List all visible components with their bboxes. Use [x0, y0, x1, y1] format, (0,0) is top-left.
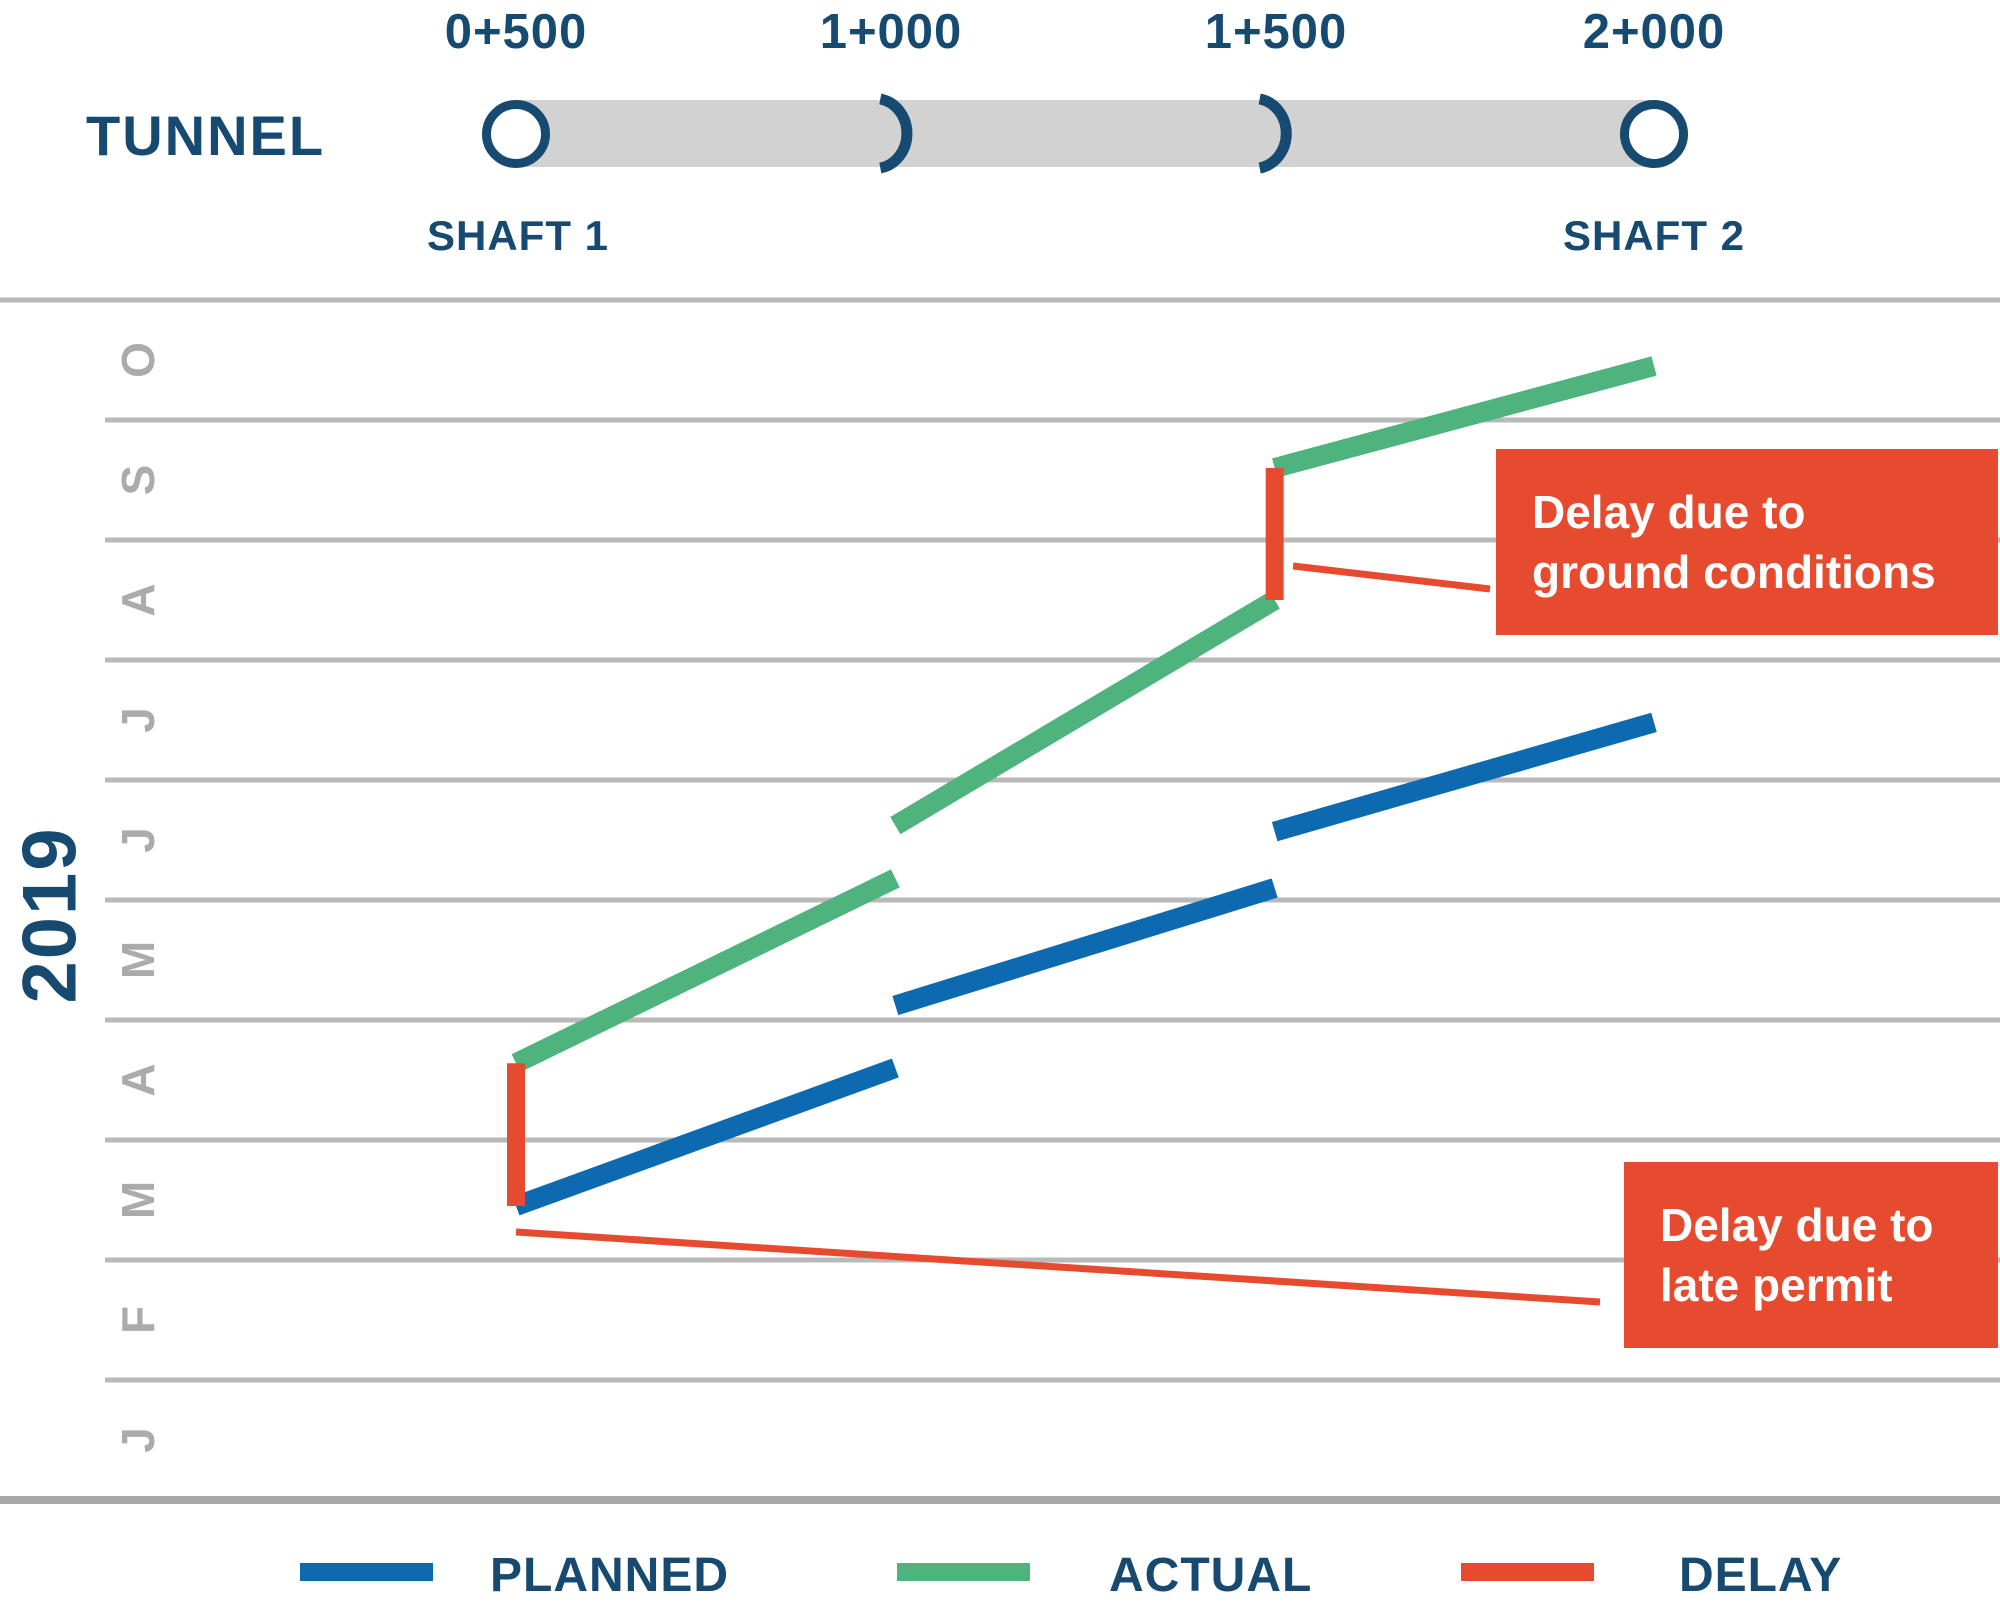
- legend-label-planned: PLANNED: [490, 1549, 730, 1602]
- leader-late-permit: [515, 1228, 1601, 1306]
- legend-label-actual: ACTUAL: [1109, 1549, 1313, 1602]
- callout-line: late permit: [1660, 1259, 1893, 1311]
- month-tick-label: M: [112, 940, 164, 980]
- year-axis-label: 2019: [7, 826, 93, 1004]
- shaft1-circle-icon: [482, 100, 550, 168]
- series-actual: [890, 591, 1280, 835]
- chainage-label-0500: 0+500: [444, 5, 588, 59]
- breakthrough-arc-icon: [1258, 93, 1292, 174]
- legend-label-delay: DELAY: [1679, 1549, 1843, 1602]
- chainage-label-1500: 1+500: [1204, 5, 1348, 59]
- shaft1-label: SHAFT 1: [426, 212, 610, 259]
- month-tick-label: S: [112, 464, 164, 496]
- callout-late-permit: Delay due to late permit: [1624, 1162, 1998, 1348]
- month-tick-label: O: [112, 342, 164, 378]
- callout-line: ground conditions: [1532, 546, 1936, 598]
- shaft2-label: SHAFT 2: [1562, 212, 1746, 259]
- month-tick-label: J: [112, 1427, 164, 1453]
- tunnel-title: TUNNEL: [86, 104, 326, 167]
- legend-swatch-delay: [1461, 1563, 1594, 1581]
- month-tick-label: A: [112, 1063, 164, 1097]
- series-actual: [1272, 356, 1657, 478]
- leader-ground-conditions: [1292, 562, 1491, 593]
- callout-ground-conditions: Delay due to ground conditions: [1496, 449, 1998, 635]
- legend-swatch-planned: [300, 1563, 433, 1581]
- breakthrough-arc-icon: [878, 93, 913, 174]
- month-tick-label: J: [112, 827, 164, 853]
- series-planned: [512, 1058, 899, 1216]
- month-tick-label: J: [112, 707, 164, 733]
- legend-swatch-actual: [897, 1563, 1030, 1581]
- tunnel-bar: [516, 100, 1654, 167]
- month-tick-label: M: [112, 1180, 164, 1220]
- chainage-label-1000: 1+000: [819, 5, 963, 59]
- month-tick-label: F: [112, 1305, 164, 1335]
- series-planned: [1271, 712, 1657, 842]
- shaft2-circle-icon: [1620, 100, 1688, 168]
- series-planned: [892, 878, 1278, 1016]
- callout-line: Delay due to: [1532, 486, 1806, 538]
- chainage-label-2000: 2+000: [1582, 5, 1726, 59]
- month-tick-label: A: [112, 583, 164, 617]
- callout-line: Delay due to: [1660, 1199, 1934, 1251]
- series-actual: [511, 869, 900, 1073]
